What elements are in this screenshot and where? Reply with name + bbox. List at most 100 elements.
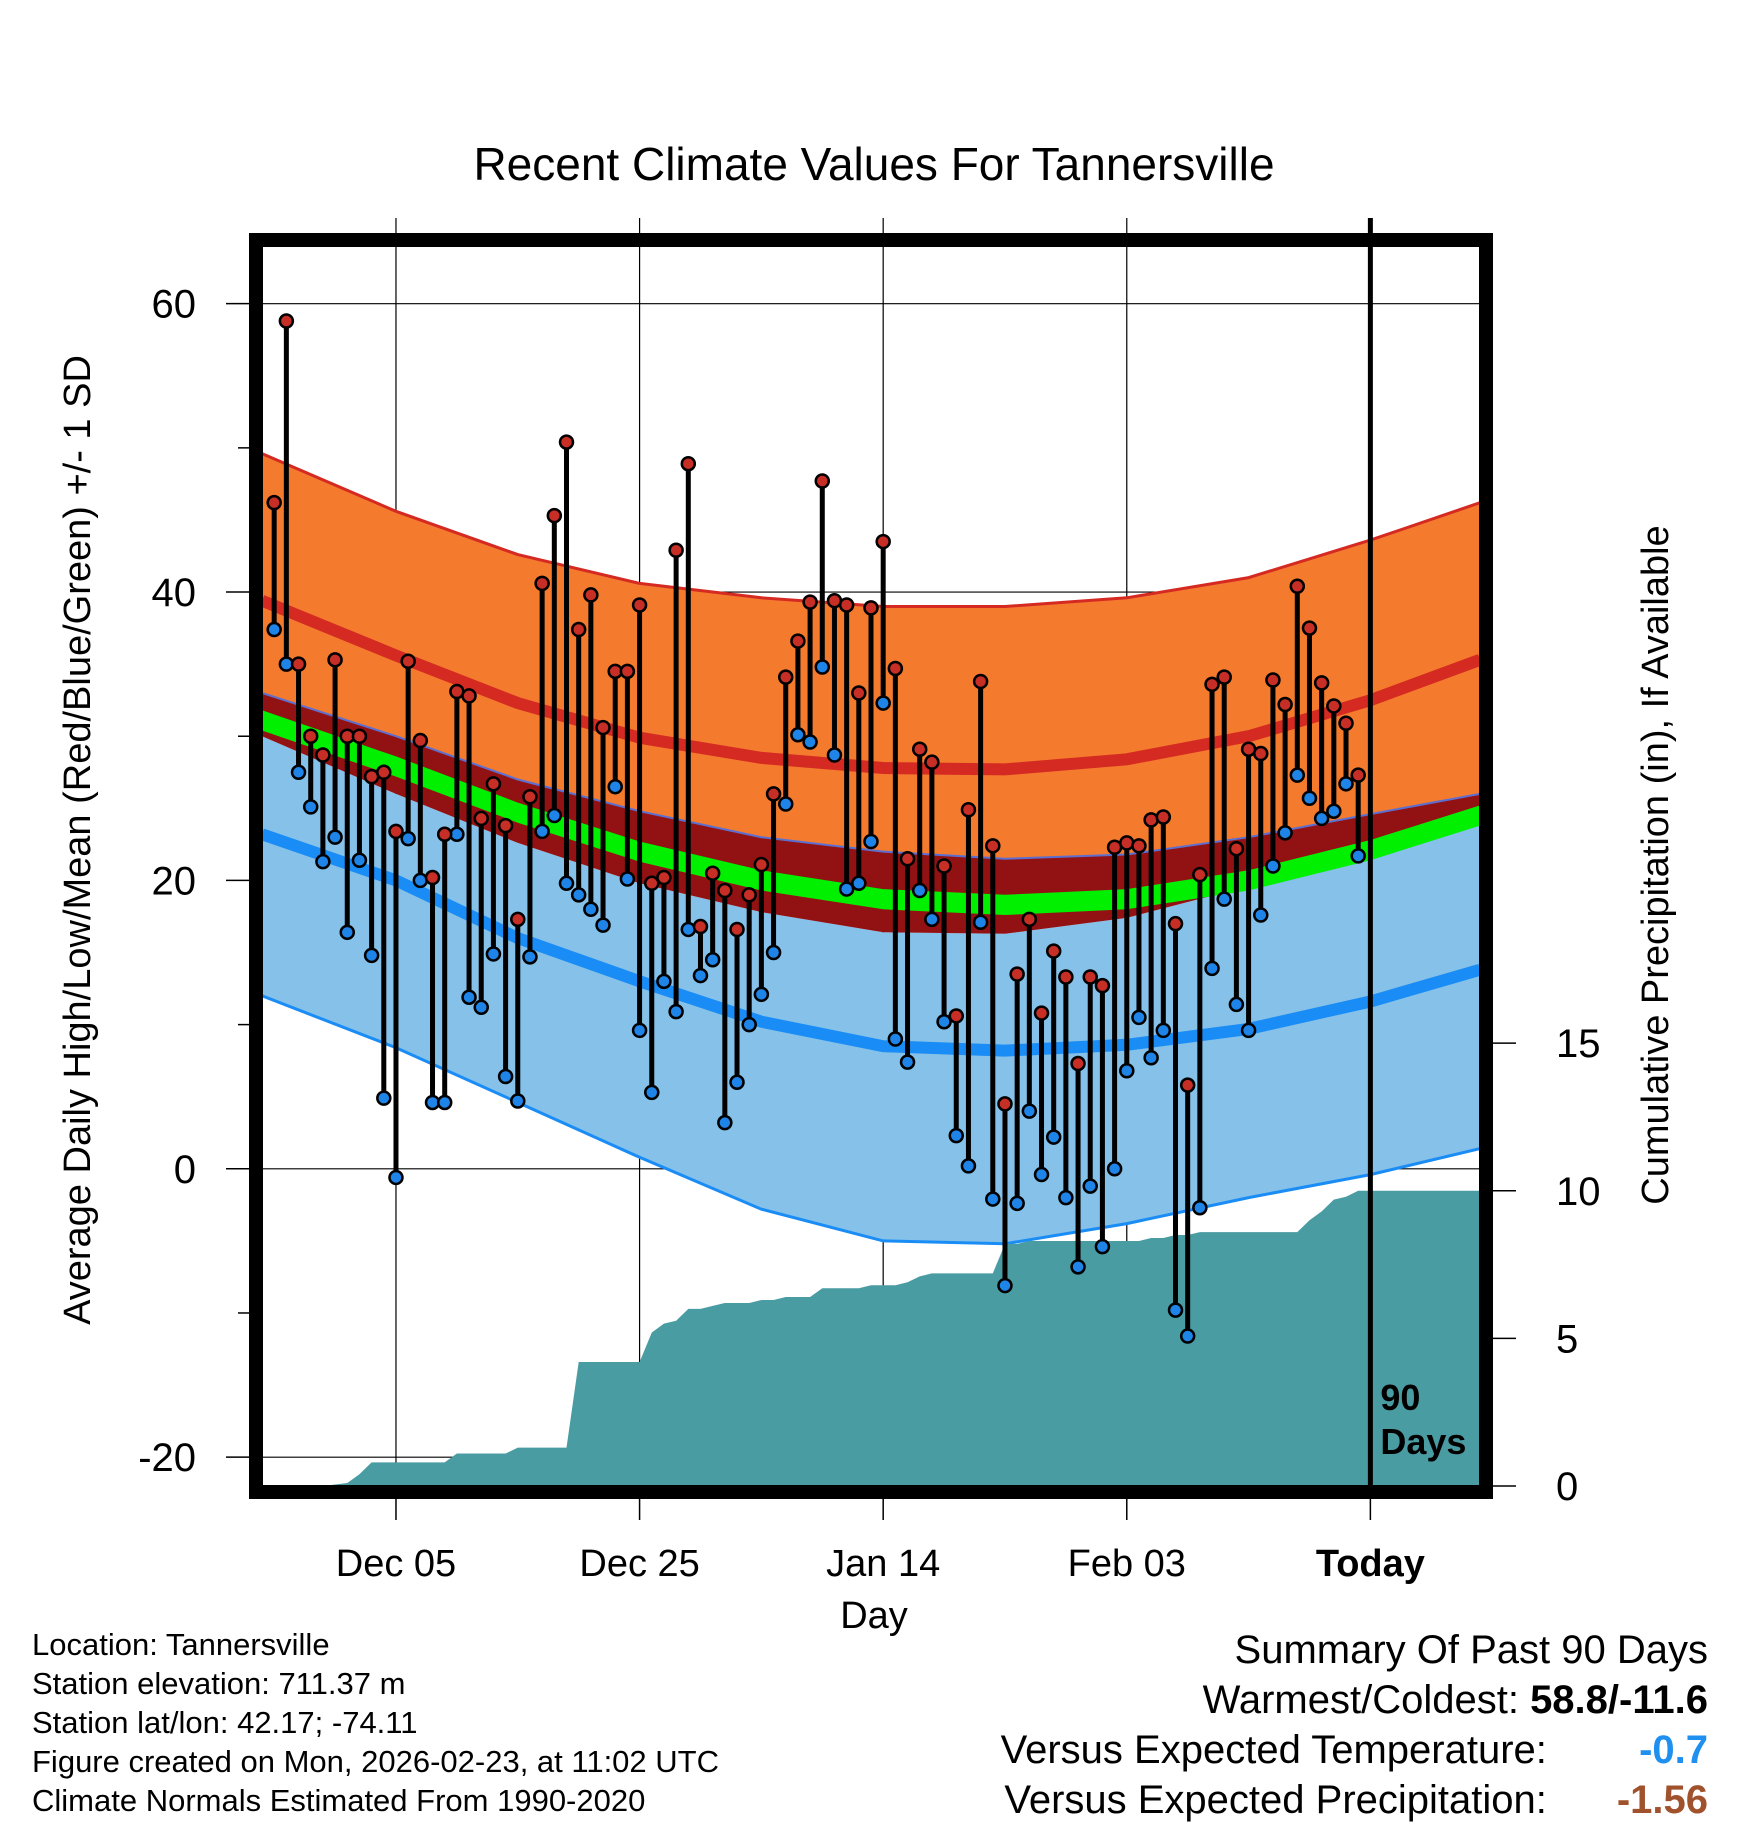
summary-panel: Summary Of Past 90 Days Warmest/Coldest:… <box>1001 1625 1708 1825</box>
high-point <box>522 789 538 805</box>
low-normal-line <box>262 828 1480 1057</box>
low-point <box>1326 803 1342 819</box>
low-point <box>924 911 940 928</box>
low-point <box>473 999 489 1016</box>
low-point <box>388 1169 404 1186</box>
low-point <box>339 924 356 941</box>
low-point <box>558 875 575 892</box>
low-point <box>960 1158 977 1174</box>
low-point <box>1009 1195 1025 1212</box>
high-point <box>1179 1077 1196 1093</box>
high-point <box>1070 1055 1086 1072</box>
high-point <box>290 656 307 672</box>
low-point <box>1155 1022 1172 1039</box>
low-point <box>741 1016 757 1033</box>
summary-title: Summary Of Past 90 Days <box>1234 1628 1708 1672</box>
high-point <box>1058 969 1074 985</box>
low-point <box>1106 1161 1123 1177</box>
low-point <box>461 989 477 1005</box>
low-point <box>765 944 782 961</box>
vs-temp-value: -0.7 <box>1639 1728 1708 1772</box>
high-point <box>534 575 550 592</box>
low-point <box>1058 1189 1074 1206</box>
location-text: Location: Tannersville <box>32 1627 330 1662</box>
high-point <box>936 858 952 874</box>
low-point <box>497 1068 514 1085</box>
y2-tick-label: 10 <box>1556 1170 1601 1214</box>
low-point <box>826 747 843 763</box>
low-point <box>668 1003 684 1020</box>
high-point <box>802 594 818 610</box>
high-point <box>1228 840 1245 857</box>
high-point <box>1216 669 1232 685</box>
high-point <box>644 875 660 892</box>
x-axis-label: Day <box>840 1595 908 1637</box>
high-point <box>1094 977 1111 994</box>
high-point <box>278 313 295 329</box>
low-point <box>607 778 623 795</box>
today-label: Days <box>1380 1421 1466 1462</box>
high-point <box>753 856 770 873</box>
low-point <box>1204 960 1220 977</box>
low-point <box>887 1031 904 1047</box>
station-info: Location: Tannersville Station elevation… <box>32 1625 719 1820</box>
low-point <box>1167 1302 1184 1318</box>
high-point <box>400 653 416 670</box>
high-point <box>777 669 794 685</box>
high-point <box>595 719 611 736</box>
chart-title: Recent Climate Values For Tannersville <box>473 138 1274 190</box>
low-point <box>631 1022 648 1039</box>
low-point <box>583 901 599 918</box>
low-point <box>704 951 721 968</box>
high-point <box>1045 943 1062 959</box>
low-point <box>851 875 867 892</box>
low-point <box>595 917 611 933</box>
low-point <box>315 853 331 870</box>
y-axis-label: Average Daily High/Low/Mean (Red/Blue/Gr… <box>57 355 99 1325</box>
low-point <box>997 1277 1013 1294</box>
high-point <box>461 688 477 704</box>
y-tick-label: 0 <box>174 1148 196 1192</box>
low-point <box>1179 1328 1196 1344</box>
high-point <box>1009 966 1025 982</box>
high-point <box>1253 745 1269 762</box>
high-point <box>741 887 757 903</box>
warm-cold-row: Warmest/Coldest: 58.8/-11.6 <box>1001 1675 1708 1725</box>
high-point <box>619 663 636 680</box>
low-point <box>936 1013 952 1030</box>
high-point <box>717 882 733 899</box>
high-point <box>412 732 429 749</box>
high-point <box>485 776 502 792</box>
y-tick-label: 60 <box>152 283 197 327</box>
high-point <box>424 869 441 886</box>
low-point <box>302 799 319 815</box>
high-point <box>1033 1005 1050 1021</box>
low-point <box>1119 1062 1135 1079</box>
high-point <box>680 455 697 472</box>
y2-tick-label: 0 <box>1556 1465 1578 1509</box>
high-point <box>583 587 599 603</box>
high-point <box>570 621 587 638</box>
low-point <box>1045 1129 1062 1145</box>
high-point <box>351 728 368 744</box>
high-point <box>1021 911 1038 928</box>
mean-normal-band <box>262 693 1480 934</box>
high-point <box>1167 915 1184 932</box>
low-point <box>875 695 891 711</box>
high-point <box>1326 698 1342 714</box>
low-point <box>570 887 587 903</box>
low-lower-line <box>262 994 1480 1246</box>
high-point <box>1277 696 1293 713</box>
today-label: 90 <box>1380 1377 1420 1418</box>
y2-tick-label: 15 <box>1556 1022 1601 1066</box>
high-point <box>315 747 331 763</box>
low-point <box>692 967 709 984</box>
warm-cold-value: 58.8/-11.6 <box>1530 1678 1708 1722</box>
low-point <box>802 734 818 750</box>
high-point <box>473 810 489 827</box>
x-tick-label: Dec 05 <box>336 1543 456 1585</box>
x-tick-label: Dec 25 <box>579 1543 699 1585</box>
high-point <box>656 869 672 886</box>
y-tick-label: 20 <box>152 859 197 903</box>
